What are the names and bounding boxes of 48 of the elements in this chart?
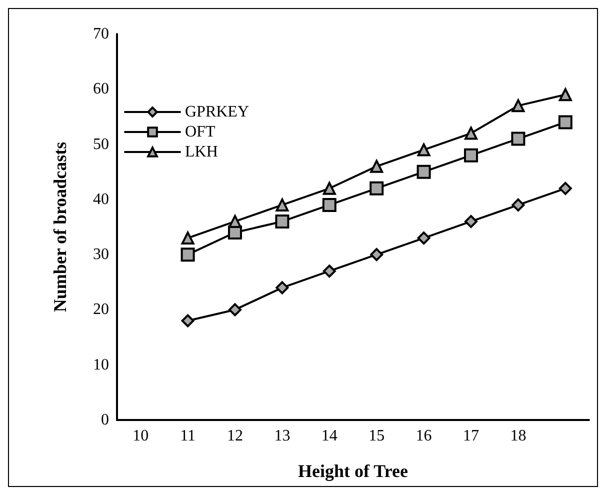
point [181,314,194,328]
point [322,198,336,212]
y-tick-label: 60 [93,80,109,98]
point [370,160,384,173]
y-tick-label: 20 [93,301,109,318]
legend-label: GPRKEY [185,104,250,120]
y-tick-label: 10 [93,356,109,374]
x-tick-label: 18 [510,428,526,444]
point [322,182,336,195]
point [370,248,384,262]
point [276,198,289,212]
point [180,248,195,262]
point [512,198,525,212]
legend-label: OFT [185,124,216,140]
point [464,148,478,162]
point [228,303,242,316]
y-tick-label: 0 [101,412,109,428]
point [228,214,242,228]
x-tick-label: 17 [463,428,479,444]
y-tick-label: 40 [93,190,109,208]
x-tick-label: 16 [416,428,432,444]
x-tick-label: 12 [227,428,243,444]
point [416,164,431,179]
y-tick-label: 70 [93,26,109,42]
point [322,264,336,278]
point [558,115,572,130]
y-axis-title: Number of broadcasts [50,142,70,312]
point [512,99,525,112]
y-tick-label: 30 [93,246,109,264]
x-tick-label: 15 [368,428,385,444]
x-tick-label: 13 [274,428,290,444]
point [276,281,289,294]
point [558,182,572,195]
point [417,232,430,245]
legend-label: LKH [185,144,218,160]
point [558,88,572,102]
x-axis-title: Height of Tree [298,461,408,481]
y-tick-label: 50 [93,136,109,153]
point [181,232,194,245]
point [417,143,430,156]
point [511,132,526,146]
point [275,214,290,228]
point [464,126,478,140]
point [464,214,478,228]
point [370,181,384,196]
x-tick-label: 14 [321,428,338,444]
x-tick-label: 11 [180,428,196,444]
x-tick-label: 10 [132,428,149,444]
